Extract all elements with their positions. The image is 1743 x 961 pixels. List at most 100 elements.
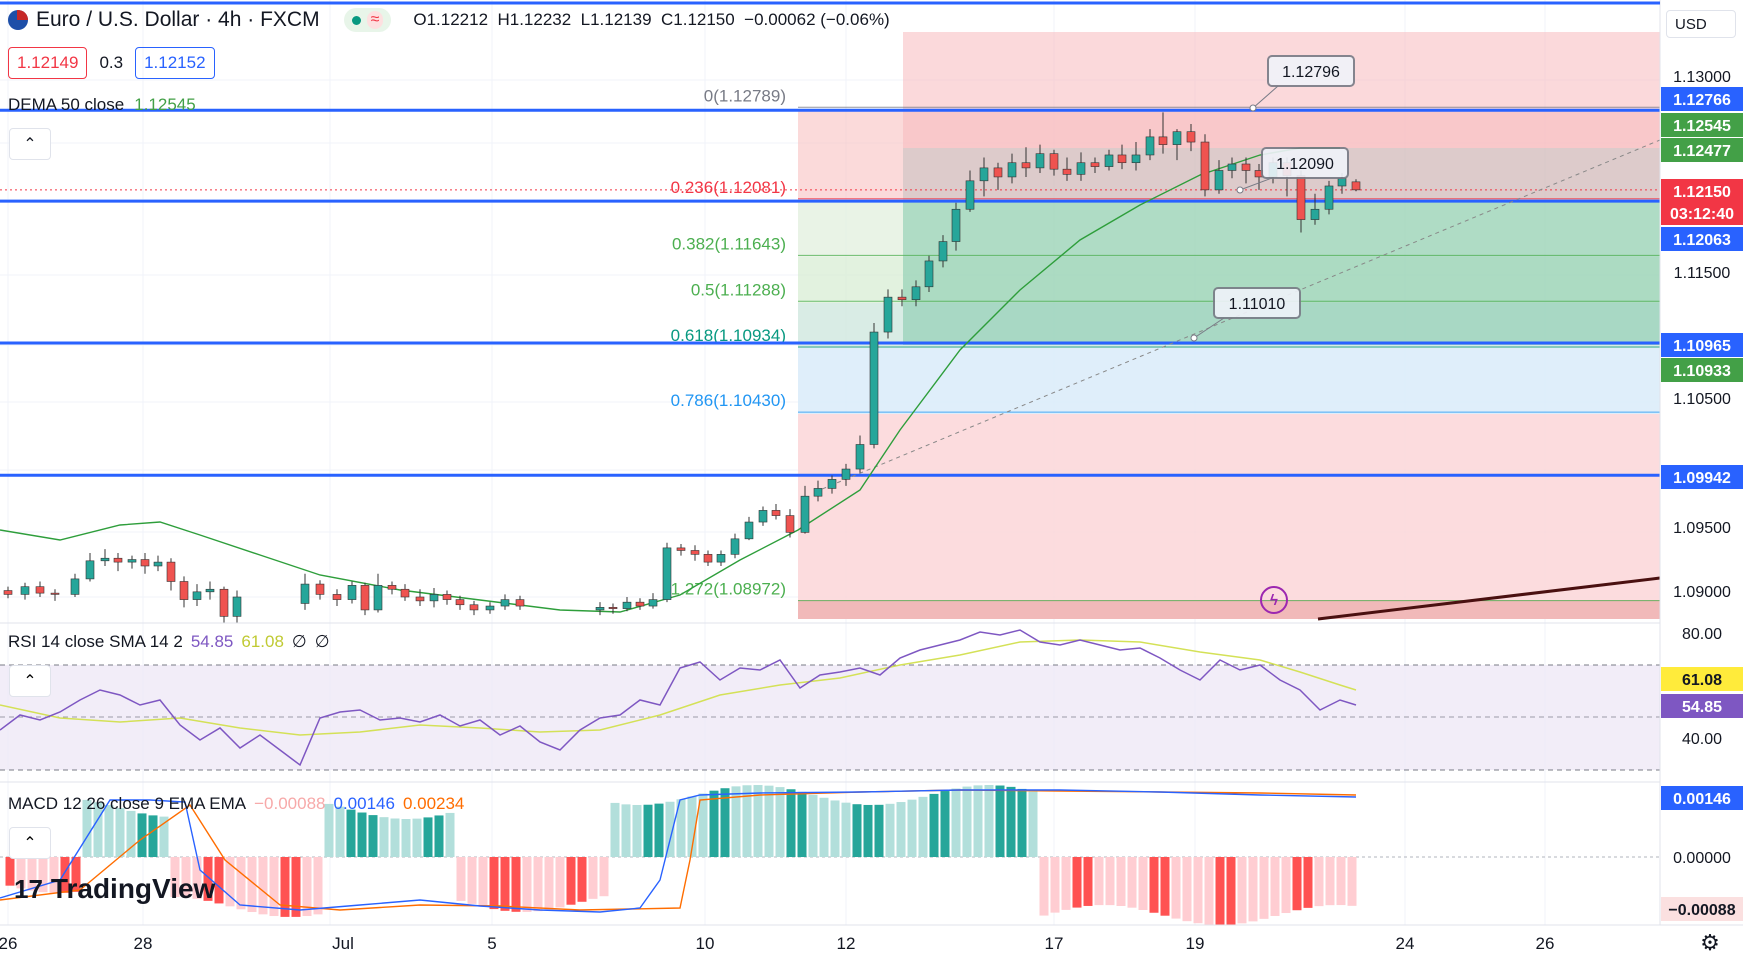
time-tick[interactable]: 17 <box>1045 934 1064 953</box>
price-badge[interactable] <box>1661 179 1743 203</box>
callout-box[interactable] <box>1261 147 1349 179</box>
candle-up <box>1076 162 1086 175</box>
macd-histogram-bar <box>742 785 752 857</box>
time-tick[interactable]: 12 <box>837 934 856 953</box>
price-badge-label: 1.09942 <box>1673 470 1731 487</box>
sell-price-button[interactable]: 1.12149 <box>8 47 88 79</box>
candle-up <box>883 296 893 333</box>
macd-legend[interactable]: MACD 12 26 close 9 EMA EMA −0.00088 0.00… <box>8 794 464 814</box>
macd-histogram-bar <box>5 857 15 886</box>
fib-label: 0.236(1.12081) <box>671 178 786 197</box>
price-badge[interactable] <box>1661 87 1743 111</box>
dema-label: DEMA 50 close <box>8 95 125 114</box>
macd-collapse-button[interactable]: ⌃ <box>9 827 51 859</box>
macd-histogram-bar <box>379 817 389 857</box>
price-badge[interactable] <box>1661 358 1743 382</box>
time-tick[interactable]: 24 <box>1396 934 1415 953</box>
macd-histogram-bar <box>599 857 609 897</box>
rsi-legend[interactable]: RSI 14 close SMA 14 2 54.85 61.08 ∅ ∅ <box>8 632 330 652</box>
candle-down <box>455 599 465 606</box>
price-badge[interactable] <box>1661 113 1743 137</box>
macd-histogram-bar <box>1182 857 1192 922</box>
price-badge[interactable] <box>1661 201 1743 225</box>
flag-icon <box>8 10 28 30</box>
symbol-title[interactable]: Euro / U.S. Dollar · 4h · FXCM <box>36 8 320 31</box>
candle-down <box>690 550 700 555</box>
macd-histogram-bar <box>236 857 246 910</box>
candle-down <box>771 510 781 516</box>
candle-up <box>300 583 310 604</box>
time-tick[interactable]: Jul <box>332 934 354 953</box>
macd-histogram-bar <box>214 857 224 904</box>
macd-histogram-bar <box>1127 857 1137 908</box>
symbol-legend[interactable]: Euro / U.S. Dollar · 4h · FXCM ≈ O1.1221… <box>8 8 890 32</box>
macd-histogram-bar <box>302 857 312 917</box>
macd-histogram-bar <box>852 804 862 857</box>
macd-histogram-bar <box>764 785 774 857</box>
rsi-badge[interactable] <box>1661 694 1743 718</box>
time-tick[interactable]: 26 <box>0 934 17 953</box>
candle-up <box>205 588 215 593</box>
callout-box[interactable] <box>1267 55 1355 87</box>
macd-histogram-bar <box>1204 857 1214 925</box>
price-badge[interactable] <box>1661 227 1743 251</box>
tradingview-logo[interactable]: 17 TradingView <box>14 873 215 905</box>
horizontal-lines[interactable] <box>0 108 1660 477</box>
rsi-sma-line <box>0 639 1357 736</box>
replay-icon[interactable]: ϟ <box>1260 586 1288 614</box>
macd-badge[interactable] <box>1661 897 1743 921</box>
dark-trendline[interactable] <box>1317 576 1661 621</box>
rsi-collapse-button[interactable]: ⌃ <box>9 665 51 697</box>
price-badge[interactable] <box>1661 465 1743 489</box>
candle-down <box>515 599 525 607</box>
macd-histogram-bar <box>753 785 763 857</box>
macd-histogram-bar <box>566 857 576 905</box>
candle-down <box>3 590 13 595</box>
macd-histogram-bar <box>1061 857 1071 910</box>
dema-legend[interactable]: DEMA 50 close 1.12545 <box>8 95 196 115</box>
chevron-up-icon: ⌃ <box>23 136 37 153</box>
price-badge[interactable] <box>1661 138 1743 162</box>
macd-histogram-bar <box>841 802 851 857</box>
macd-badge[interactable] <box>1661 786 1743 810</box>
macd-histogram-bar <box>1314 857 1324 907</box>
candle-down <box>166 561 176 582</box>
rsi-value: 54.85 <box>190 632 234 651</box>
macd-histogram-bar <box>434 815 444 857</box>
macd-histogram-bar <box>368 815 378 857</box>
candle-down <box>332 594 342 600</box>
time-tick[interactable]: 5 <box>487 934 496 953</box>
time-tick[interactable]: 10 <box>696 934 715 953</box>
currency-select[interactable]: USD <box>1666 10 1736 38</box>
macd-label: MACD 12 26 close 9 EMA EMA <box>8 794 247 813</box>
candle-up <box>127 559 137 563</box>
time-axis[interactable]: 26 28 Jul 5 10 12 17 19 24 26 <box>0 934 1554 953</box>
settings-gear-icon[interactable]: ⚙ <box>1700 930 1720 955</box>
buy-price-button[interactable]: 1.12152 <box>135 47 215 79</box>
time-tick[interactable]: 19 <box>1186 934 1205 953</box>
price-axis[interactable]: 1.13000 1.11500 1.10500 1.09500 1.09000 1.127… <box>1661 69 1743 921</box>
macd-histogram-bar <box>1116 857 1126 907</box>
macd-histogram-bar <box>137 813 147 857</box>
candle-up <box>758 510 768 523</box>
macd-histogram-bar <box>533 857 543 912</box>
macd-histogram-bar <box>995 785 1005 857</box>
time-tick[interactable]: 28 <box>134 934 153 953</box>
price-badge[interactable] <box>1661 333 1743 357</box>
time-tick[interactable]: 26 <box>1536 934 1555 953</box>
rsi-badge[interactable] <box>1661 667 1743 691</box>
market-status-pill[interactable]: ≈ <box>343 8 392 32</box>
candle-down <box>1049 153 1059 170</box>
collapse-legend-button[interactable]: ⌃ <box>9 128 51 160</box>
macd-value: 0.00146 <box>333 794 395 813</box>
macd-histogram-bar <box>93 802 103 857</box>
callouts[interactable]: 1.12796 1.12090 1.11010 <box>1190 55 1355 342</box>
callout-box[interactable] <box>1213 287 1301 319</box>
spread-value: 0.3 <box>99 53 124 72</box>
candle-up <box>662 547 672 600</box>
dema-line <box>0 147 1340 613</box>
candle-up <box>951 208 961 242</box>
macd-histogram-bar <box>489 857 499 910</box>
macd-histogram-bar <box>951 788 961 857</box>
